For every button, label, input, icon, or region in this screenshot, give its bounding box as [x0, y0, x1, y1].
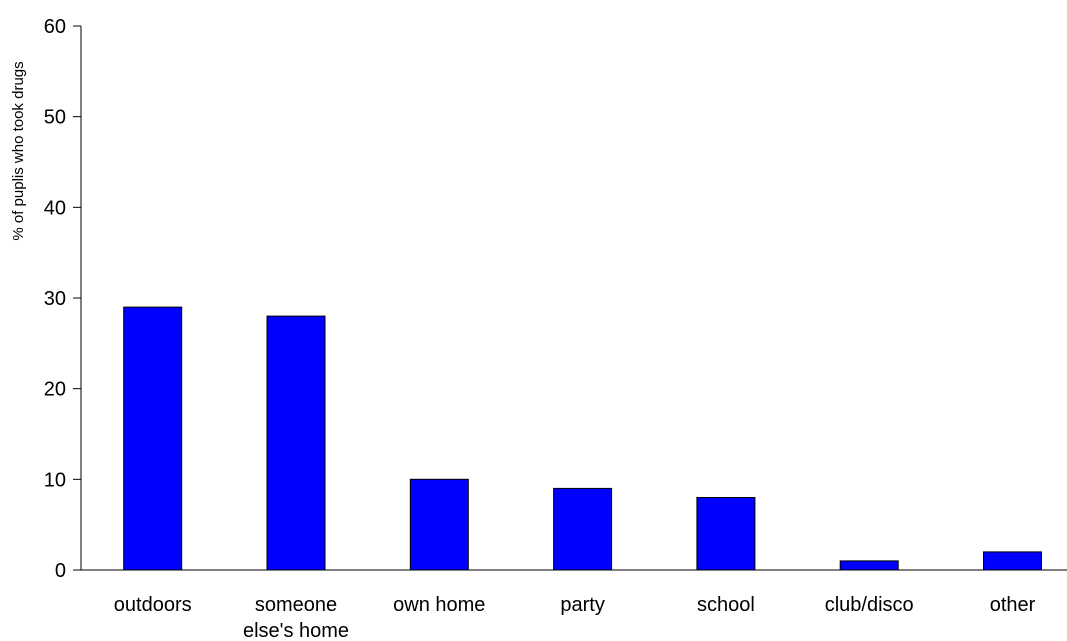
x-tick-label-2: own home [393, 594, 485, 616]
bar-3 [553, 487, 613, 571]
bar-4 [696, 497, 756, 571]
y-tick-label-2: 20 [44, 379, 66, 401]
bar-1 [266, 315, 326, 571]
y-tick-label-3: 30 [44, 288, 66, 310]
y-tick-label-6: 60 [44, 16, 66, 38]
x-tick-label-1: someone else's home [243, 594, 349, 641]
y-axis-title: % of puplis who took drugs [10, 61, 27, 240]
x-tick-label-4: school [697, 594, 755, 616]
x-labels-group: outdoors someone else's home own home party s… [114, 594, 1036, 641]
bar-6 [983, 551, 1042, 571]
x-tick-label-0: outdoors [114, 594, 192, 616]
bar-0 [123, 306, 183, 571]
y-tick-label-1: 10 [44, 469, 66, 491]
bar-2 [409, 478, 469, 571]
x-tick-label-5: club/disco [825, 594, 914, 616]
y-ticks-group: 0 10 20 30 40 50 60 [44, 16, 81, 582]
y-tick-label-0: 0 [55, 560, 66, 582]
x-tick-label-6: other [990, 594, 1036, 616]
x-tick-label-3: party [560, 594, 604, 616]
y-tick-label-4: 40 [44, 197, 66, 219]
bar-5 [839, 560, 899, 571]
bars-group [123, 306, 1042, 571]
y-tick-label-5: 50 [44, 107, 66, 129]
